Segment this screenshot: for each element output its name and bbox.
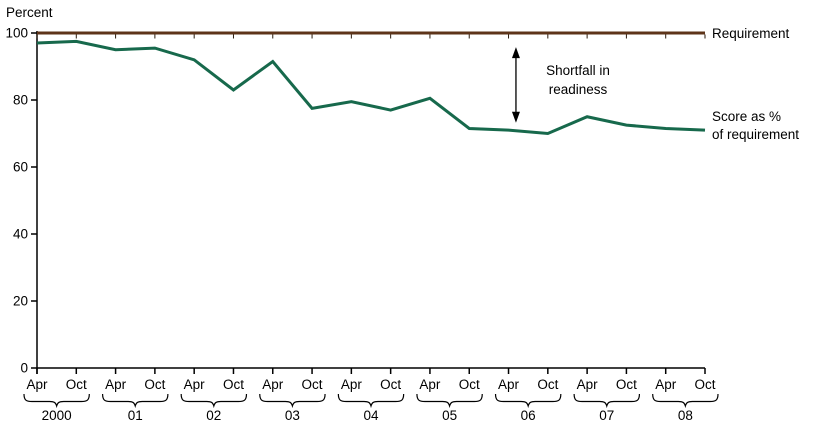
x-tick-label: Apr — [419, 377, 441, 392]
score-line — [36, 39, 706, 136]
x-tick-label: Oct — [380, 377, 401, 392]
year-label: 03 — [285, 408, 300, 423]
year-labels: 2000 01 02 03 04 05 06 07 08 — [42, 408, 693, 423]
x-axis-ticks — [36, 368, 706, 374]
x-tick-label: Oct — [694, 377, 715, 392]
year-label: 2000 — [42, 408, 72, 423]
x-tick-label: Oct — [537, 377, 558, 392]
year-label: 01 — [128, 408, 143, 423]
year-brace — [101, 393, 169, 409]
x-tick-label: Oct — [302, 377, 323, 392]
score-line-label: Score as % of requirement — [712, 108, 799, 144]
top-axis-ticks — [36, 34, 706, 39]
year-brace — [416, 393, 483, 409]
y-axis-ticks — [31, 32, 37, 369]
requirement-line-label: Requirement — [712, 26, 790, 41]
x-tick-label: Apr — [262, 377, 284, 392]
score-line-label-line2: of requirement — [712, 127, 800, 142]
x-tick-label: Oct — [66, 377, 87, 392]
x-tick-label: Apr — [498, 377, 520, 392]
year-braces — [23, 393, 719, 409]
year-label: 02 — [206, 408, 221, 423]
shortfall-annotation-line1: Shortfall in — [546, 63, 610, 78]
x-tick-label: Apr — [184, 377, 206, 392]
year-brace — [180, 393, 248, 409]
year-label: 08 — [678, 408, 693, 423]
y-tick-label: 80 — [13, 93, 28, 108]
x-tick-label: Apr — [341, 377, 363, 392]
score-line-label-line1: Score as % — [712, 109, 782, 124]
month-labels: Apr Oct Apr Oct Apr Oct Apr Oct Apr Oct Apr Oct Apr O… — [26, 377, 715, 392]
x-tick-label: Oct — [459, 377, 480, 392]
year-brace — [23, 393, 90, 409]
x-tick-label: Apr — [26, 377, 48, 392]
x-tick-label: Apr — [577, 377, 599, 392]
x-tick-label: Apr — [655, 377, 677, 392]
year-brace — [494, 393, 562, 409]
shortfall-arrow-icon — [511, 47, 520, 123]
x-tick-label: Oct — [144, 377, 165, 392]
year-brace — [259, 393, 326, 409]
shortfall-annotation-line2: readiness — [548, 82, 608, 97]
y-tick-label: 60 — [13, 160, 28, 175]
year-brace — [652, 393, 719, 409]
y-tick-label: 100 — [5, 26, 28, 41]
y-tick-label: 40 — [13, 227, 28, 242]
y-tick-labels: 0 20 40 60 80 100 — [5, 26, 28, 376]
shortfall-annotation: Shortfall in readiness — [528, 61, 628, 99]
x-tick-label: Apr — [105, 377, 127, 392]
year-label: 06 — [521, 408, 536, 423]
x-tick-label: Oct — [616, 377, 637, 392]
y-tick-label: 0 — [20, 361, 28, 376]
y-axis-title: Percent — [6, 5, 53, 20]
year-label: 07 — [599, 408, 614, 423]
year-brace — [337, 393, 405, 409]
year-label: 05 — [442, 408, 457, 423]
year-brace — [573, 393, 641, 409]
x-tick-label: Oct — [223, 377, 244, 392]
y-tick-label: 20 — [13, 294, 28, 309]
year-label: 04 — [363, 408, 379, 423]
